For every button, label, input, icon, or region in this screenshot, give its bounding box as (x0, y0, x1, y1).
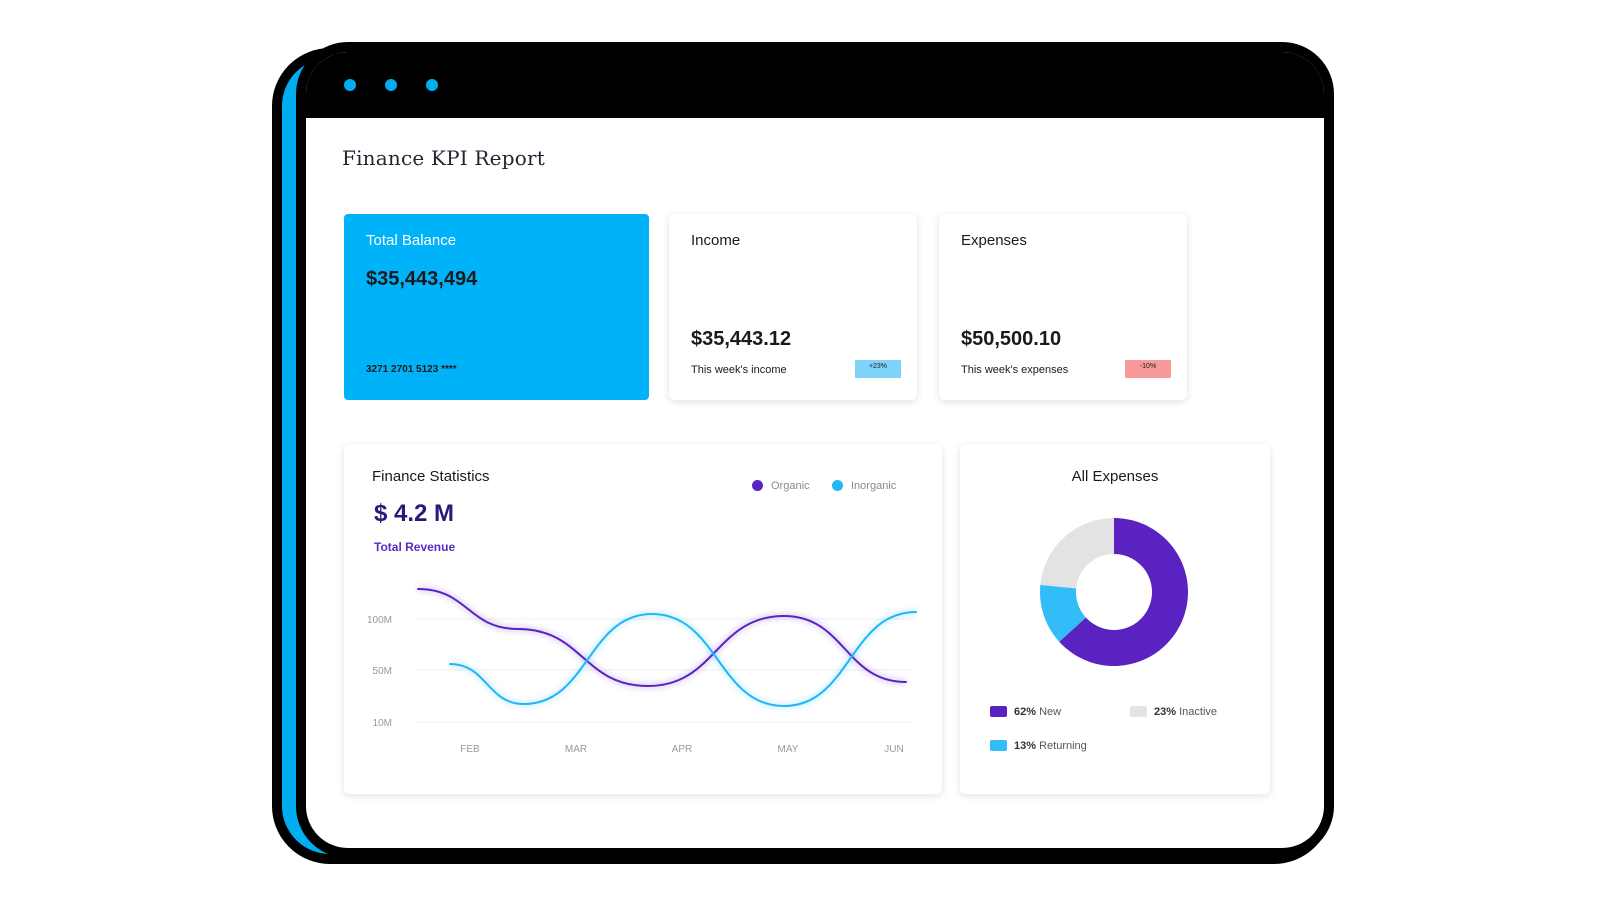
returning-swatch-icon (990, 740, 1007, 751)
legend-new: 62% New (990, 706, 1061, 718)
legend-inactive-pct: 23% (1154, 706, 1177, 718)
legend-inactive: 23% Inactive (1130, 706, 1217, 718)
x-tick-label: JUN (884, 744, 903, 755)
expenses-label: Expenses (961, 232, 1027, 249)
legend-new-pct: 62% (1014, 706, 1037, 718)
expenses-subtitle: This week's expenses (961, 364, 1069, 376)
legend-organic-label: Organic (771, 480, 810, 492)
all-expenses-card: All Expenses 62% New 23% Inactive 13% Re… (960, 444, 1270, 794)
organic-dot-icon (752, 480, 763, 491)
donut-slice-returning[interactable] (1040, 584, 1086, 642)
finance-statistics-title: Finance Statistics (372, 468, 490, 485)
series-line-inorganic[interactable] (449, 611, 917, 708)
finance-statistics-card: Finance Statistics $ 4.2 M Total Revenue… (344, 444, 942, 794)
expenses-card[interactable]: Expenses $50,500.10 This week's expenses… (939, 214, 1187, 400)
dashboard-content: Finance KPI Report Total Balance $35,443… (306, 118, 1324, 848)
income-card[interactable]: Income $35,443.12 This week's income +23… (669, 214, 917, 400)
card-number: 3271 2701 5123 **** (366, 364, 457, 375)
donut-slice-new[interactable] (1059, 518, 1188, 666)
legend-returning-label: Returning (1039, 740, 1087, 752)
legend-new-label: New (1039, 706, 1062, 718)
page-title: Finance KPI Report (342, 146, 545, 170)
total-balance-card[interactable]: Total Balance $35,443,494 3271 2701 5123… (344, 214, 649, 400)
legend-organic[interactable]: Organic (752, 480, 810, 492)
donut-slice-inactive[interactable] (1040, 518, 1114, 589)
x-tick-label: APR (672, 744, 693, 755)
legend-inorganic-label: Inorganic (851, 480, 897, 492)
x-tick-label: FEB (460, 744, 480, 755)
legend-returning: 13% Returning (990, 740, 1087, 752)
income-label: Income (691, 232, 741, 249)
finance-line-chart: 100M 50M 10M FEB MAR APR MAY JUN (367, 586, 917, 755)
expenses-amount: $50,500.10 (961, 328, 1062, 350)
legend-inorganic[interactable]: Inorganic (832, 480, 896, 492)
y-tick-label: 100M (367, 615, 392, 626)
income-change-badge: +23% (855, 360, 901, 378)
x-tick-label: MAR (565, 744, 587, 755)
y-tick-label: 10M (373, 718, 392, 729)
legend-returning-pct: 13% (1014, 740, 1037, 752)
income-subtitle: This week's income (691, 364, 787, 376)
window-dot-1[interactable] (344, 79, 356, 91)
inactive-swatch-icon (1130, 706, 1147, 717)
new-swatch-icon (990, 706, 1007, 717)
window-titlebar (306, 52, 1324, 118)
expenses-donut-chart (1040, 518, 1188, 666)
all-expenses-title: All Expenses (1071, 468, 1159, 485)
total-revenue-value: $ 4.2 M (374, 500, 455, 527)
browser-window: Finance KPI Report Total Balance $35,443… (296, 42, 1334, 858)
x-tick-label: MAY (778, 744, 799, 755)
inorganic-dot-icon (832, 480, 843, 491)
window-dot-2[interactable] (385, 79, 397, 91)
window-dot-3[interactable] (426, 79, 438, 91)
total-revenue-label: Total Revenue (374, 540, 456, 554)
total-balance-label: Total Balance (366, 232, 457, 249)
expenses-change-badge: -10% (1125, 360, 1171, 378)
y-tick-label: 50M (373, 666, 392, 677)
legend-inactive-label: Inactive (1179, 706, 1218, 718)
income-amount: $35,443.12 (691, 328, 792, 350)
total-balance-amount: $35,443,494 (366, 268, 478, 290)
series-line-organic[interactable] (417, 588, 907, 688)
